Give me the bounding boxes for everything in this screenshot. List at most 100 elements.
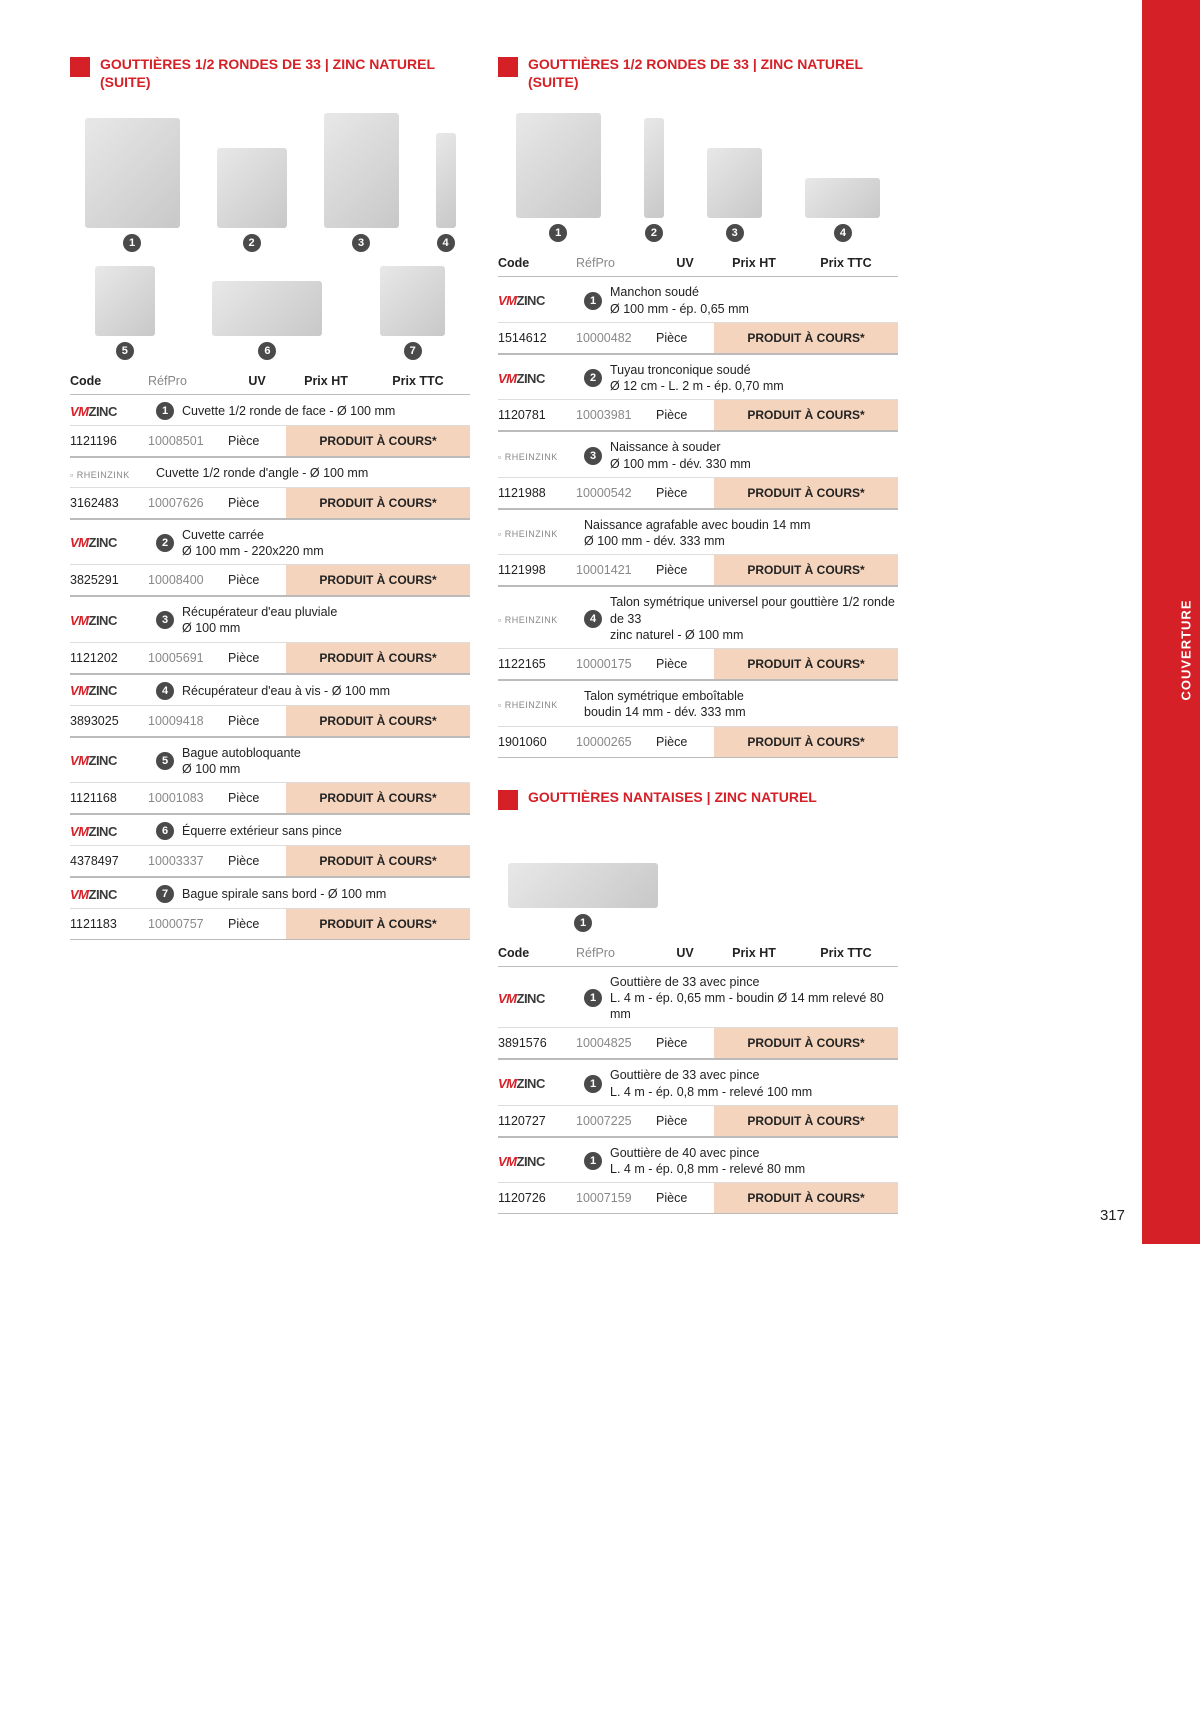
table-headers: Code RéfPro UV Prix HT Prix TTC [70, 368, 470, 395]
product-uv: Pièce [656, 331, 714, 345]
product-code: 1122165 [498, 657, 576, 671]
price-status: PRODUIT À COURS* [286, 565, 470, 595]
product-number-badge: 4 [584, 610, 602, 628]
product-uv: Pièce [228, 651, 286, 665]
product-code: 1121183 [70, 917, 148, 931]
product-description: Équerre extérieur sans pince [182, 823, 470, 839]
product-uv: Pièce [656, 657, 714, 671]
product-header: RHEINZINK 4 Talon symétrique universel p… [498, 586, 898, 649]
section-title-right-top: GOUTTIÈRES 1/2 RONDES DE 33 | ZINC NATUR… [498, 55, 898, 91]
product-number-badge: 3 [156, 611, 174, 629]
image-row-left-1: 1 2 3 4 [70, 113, 470, 252]
section-title-text: GOUTTIÈRES 1/2 RONDES DE 33 | ZINC NATUR… [100, 55, 470, 91]
red-square-icon [498, 57, 518, 77]
product-code: 4378497 [70, 854, 148, 868]
product-description: Gouttière de 40 avec pinceL. 4 m - ép. 0… [610, 1145, 898, 1178]
product-ref: 10008400 [148, 573, 228, 587]
product-uv: Pièce [228, 434, 286, 448]
th-ref: RéfPro [148, 374, 228, 388]
image-number-badge: 2 [243, 234, 261, 252]
product-image [95, 266, 155, 336]
image-number-badge: 1 [549, 224, 567, 242]
product-number-badge: 1 [584, 989, 602, 1007]
product-uv: Pièce [656, 486, 714, 500]
products-right-top: VMZINC 1 Manchon soudéØ 100 mm - ép. 0,6… [498, 277, 898, 757]
brand-label: VMZINC [498, 1076, 576, 1091]
product-description: Récupérateur d'eau pluvialeØ 100 mm [182, 604, 470, 637]
brand-label: RHEINZINK [498, 449, 576, 463]
price-status: PRODUIT À COURS* [286, 706, 470, 736]
side-tab-label: COUVERTURE [1179, 600, 1194, 701]
product-description: Naissance agrafable avec boudin 14 mmØ 1… [584, 517, 898, 550]
product-row: 1901060 10000265 Pièce PRODUIT À COURS* [498, 727, 898, 758]
product-image-slot: 3 [707, 148, 762, 242]
product-number-badge: 2 [584, 369, 602, 387]
product-image [380, 266, 445, 336]
product-header: RHEINZINK Naissance agrafable avec boudi… [498, 509, 898, 556]
product-ref: 10001421 [576, 563, 656, 577]
product-code: 3891576 [498, 1036, 576, 1050]
product-image [508, 863, 658, 908]
product-code: 1514612 [498, 331, 576, 345]
brand-label: VMZINC [498, 991, 576, 1006]
section-title-text: GOUTTIÈRES NANTAISES | ZINC NATUREL [528, 788, 817, 806]
price-status: PRODUIT À COURS* [286, 426, 470, 456]
product-description: Gouttière de 33 avec pinceL. 4 m - ép. 0… [610, 1067, 898, 1100]
product-row: 1120781 10003981 Pièce PRODUIT À COURS* [498, 400, 898, 431]
product-row: 1120727 10007225 Pièce PRODUIT À COURS* [498, 1106, 898, 1137]
products-left: VMZINC 1 Cuvette 1/2 ronde de face - Ø 1… [70, 395, 470, 940]
product-ref: 10003981 [576, 408, 656, 422]
product-image [644, 118, 664, 218]
product-row: 3825291 10008400 Pièce PRODUIT À COURS* [70, 565, 470, 596]
side-tab: COUVERTURE [1142, 0, 1200, 1244]
th-ref: RéfPro [576, 256, 656, 270]
product-header: VMZINC 1 Manchon soudéØ 100 mm - ép. 0,6… [498, 277, 898, 323]
brand-label: RHEINZINK [498, 612, 576, 626]
brand-label: VMZINC [70, 887, 148, 902]
product-uv: Pièce [656, 408, 714, 422]
product-ref: 10000757 [148, 917, 228, 931]
product-uv: Pièce [228, 854, 286, 868]
product-description: Bague autobloquanteØ 100 mm [182, 745, 470, 778]
product-code: 3825291 [70, 573, 148, 587]
price-status: PRODUIT À COURS* [714, 323, 898, 353]
red-square-icon [498, 790, 518, 810]
th-ttc: Prix TTC [794, 946, 898, 960]
price-status: PRODUIT À COURS* [714, 727, 898, 757]
product-ref: 10000542 [576, 486, 656, 500]
price-status: PRODUIT À COURS* [286, 488, 470, 518]
product-image [436, 133, 456, 228]
product-row: 1121202 10005691 Pièce PRODUIT À COURS* [70, 643, 470, 674]
product-header: VMZINC 5 Bague autobloquanteØ 100 mm [70, 737, 470, 784]
product-row: 1121998 10001421 Pièce PRODUIT À COURS* [498, 555, 898, 586]
product-image-slot: 4 [805, 178, 880, 242]
product-row: 1121988 10000542 Pièce PRODUIT À COURS* [498, 478, 898, 509]
section-title-left: GOUTTIÈRES 1/2 RONDES DE 33 | ZINC NATUR… [70, 55, 470, 91]
product-description: Bague spirale sans bord - Ø 100 mm [182, 886, 470, 902]
price-status: PRODUIT À COURS* [714, 478, 898, 508]
product-description: Récupérateur d'eau à vis - Ø 100 mm [182, 683, 470, 699]
product-code: 3893025 [70, 714, 148, 728]
product-header: VMZINC 1 Gouttière de 33 avec pinceL. 4 … [498, 1059, 898, 1106]
brand-label: VMZINC [70, 683, 148, 698]
product-row: 1121168 10001083 Pièce PRODUIT À COURS* [70, 783, 470, 814]
product-ref: 10004825 [576, 1036, 656, 1050]
image-number-badge: 2 [645, 224, 663, 242]
product-code: 3162483 [70, 496, 148, 510]
product-code: 1120727 [498, 1114, 576, 1128]
product-row: 1121183 10000757 Pièce PRODUIT À COURS* [70, 909, 470, 940]
price-status: PRODUIT À COURS* [286, 783, 470, 813]
product-ref: 10000265 [576, 735, 656, 749]
price-status: PRODUIT À COURS* [714, 649, 898, 679]
product-row: 1122165 10000175 Pièce PRODUIT À COURS* [498, 649, 898, 680]
product-number-badge: 3 [584, 447, 602, 465]
price-status: PRODUIT À COURS* [286, 846, 470, 876]
product-image [324, 113, 399, 228]
image-row-right-bottom: 1 [498, 832, 898, 932]
product-code: 1121168 [70, 791, 148, 805]
product-image [217, 148, 287, 228]
th-code: Code [498, 946, 576, 960]
brand-label: RHEINZINK [498, 526, 576, 540]
brand-label: VMZINC [498, 293, 576, 308]
product-uv: Pièce [228, 496, 286, 510]
